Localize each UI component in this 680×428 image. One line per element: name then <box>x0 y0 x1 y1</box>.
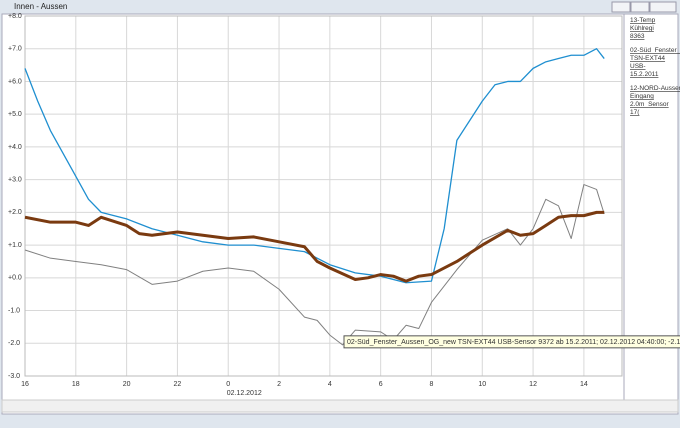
title-bar <box>0 0 680 14</box>
x-tick-label: 12 <box>529 381 537 388</box>
series-line <box>24 210 605 283</box>
y-tick-label: +6.0 <box>8 78 22 85</box>
x-tick-label: 20 <box>123 381 131 388</box>
series-line <box>24 184 605 346</box>
y-tick-label: -2.0 <box>8 340 20 347</box>
y-tick-label: +0.0 <box>8 275 22 282</box>
y-tick-label: +4.0 <box>8 144 22 151</box>
x-tick-label: 10 <box>478 381 486 388</box>
minimize-button[interactable] <box>611 1 631 13</box>
x-tick-label: 0 <box>226 381 230 388</box>
x-tick-label: 22 <box>174 381 182 388</box>
legend-entry: 02-Süd_Fenster_ TSN-EXT44 USB-15.2.2011 <box>630 47 680 78</box>
y-tick-label: +3.0 <box>8 176 22 183</box>
x-tick-label: 14 <box>580 381 588 388</box>
close-button[interactable] <box>649 1 677 13</box>
y-tick-label: -3.0 <box>8 373 20 380</box>
series-line <box>24 48 605 284</box>
y-tick-label: +7.0 <box>8 46 22 53</box>
scrollbar[interactable] <box>1 399 679 413</box>
plot-frame <box>24 15 623 377</box>
y-tick-label: +1.0 <box>8 242 22 249</box>
x-date-label: 02.12.2012 <box>227 390 262 397</box>
tooltip-box <box>343 335 680 349</box>
x-tick-label: 16 <box>21 381 29 388</box>
x-tick-label: 2 <box>277 381 281 388</box>
y-tick-label: +8.0 <box>8 13 22 20</box>
x-tick-label: 18 <box>72 381 80 388</box>
x-tick-label: 8 <box>430 381 434 388</box>
legend-entry: 12-NORD-Aussen Eingang 2.0m_Sensor 17( <box>630 85 680 116</box>
tooltip-text: 02-Süd_Fenster_Aussen_OG_new TSN-EXT44 U… <box>347 338 680 346</box>
y-tick-label: -1.0 <box>8 307 20 314</box>
x-tick-label: 4 <box>328 381 332 388</box>
maximize-button[interactable] <box>630 1 650 13</box>
legend-entry: 13-Temp Kühlregi 8363 <box>630 17 656 40</box>
y-tick-label: +5.0 <box>8 111 22 118</box>
tooltip: 02-Süd_Fenster_Aussen_OG_new TSN-EXT44 U… <box>343 335 680 349</box>
window-title: Innen - Aussen <box>14 2 67 11</box>
y-tick-label: +2.0 <box>8 209 22 216</box>
x-tick-label: 6 <box>379 381 383 388</box>
